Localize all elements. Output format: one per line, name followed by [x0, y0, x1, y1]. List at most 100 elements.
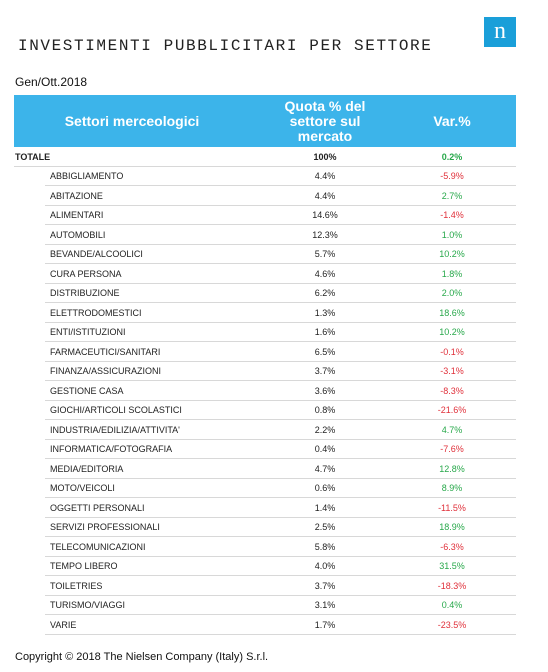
row-divider — [45, 243, 516, 245]
share: 4.4% — [314, 171, 336, 181]
sector: GESTIONE CASA — [50, 385, 124, 396]
variation: -23.5% — [437, 619, 467, 630]
row-divider — [45, 380, 516, 382]
copyright: Copyright © 2018 The Nielsen Company (It… — [15, 651, 269, 663]
share: 1.4% — [314, 502, 336, 513]
variation: -3.1% — [440, 366, 464, 377]
variation: -11.5% — [438, 502, 466, 513]
variation: 1.0% — [441, 229, 463, 240]
share: 100% — [313, 152, 337, 162]
sector: DISTRIBUZIONE — [50, 288, 120, 299]
variation: -5.9% — [440, 171, 464, 181]
title: INVESTIMENTI PUBBLICITARI PER SETTORE — [18, 37, 433, 55]
share: 14.6% — [312, 210, 338, 221]
table-row: BEVANDE/ALCOOLICI 5.7% 10.2% — [14, 245, 516, 264]
table-row: AUTOMOBILI 12.3% 1.0% — [14, 226, 516, 245]
table-row: ENTI/ISTITUZIONI 1.6% 10.2% — [14, 323, 516, 342]
row-divider — [45, 614, 516, 616]
sector: ENTI/ISTITUZIONI — [50, 327, 126, 338]
row-divider — [45, 399, 516, 401]
variation: -8.3% — [440, 385, 464, 396]
table-row: DISTRIBUZIONE 6.2% 2.0% — [14, 284, 516, 303]
share: 6.2% — [314, 288, 336, 299]
column-header: Quota % del settore sul mercato — [284, 97, 366, 144]
table-row: FINANZA/ASSICURAZIONI 3.7% -3.1% — [14, 362, 516, 381]
share: 0.6% — [314, 483, 336, 494]
variation: 8.9% — [441, 483, 463, 494]
sector: VARIE — [50, 619, 77, 630]
table-row: INFORMATICA/FOTOGRAFIA 0.4% -7.6% — [14, 440, 516, 459]
table-row: ALIMENTARI 14.6% -1.4% — [14, 206, 516, 225]
sector: ALIMENTARI — [50, 210, 104, 221]
share: 3.7% — [314, 366, 336, 377]
variation: 4.7% — [441, 424, 463, 435]
variation: 31.5% — [439, 561, 465, 572]
table-row: SERVIZI PROFESSIONALI 2.5% 18.9% — [14, 518, 516, 537]
row-divider — [45, 204, 516, 206]
row-divider — [45, 263, 516, 265]
table-row: TEMPO LIBERO 4.0% 31.5% — [14, 557, 516, 576]
row-divider — [45, 497, 516, 499]
sector: MOTO/VEICOLI — [50, 483, 115, 494]
sector: TOILETRIES — [50, 580, 103, 591]
sector: CURA PERSONA — [50, 268, 122, 279]
row-divider — [45, 302, 516, 304]
share: 4.7% — [314, 463, 336, 474]
sector: MEDIA/EDITORIA — [50, 463, 124, 474]
share: 0.8% — [314, 405, 336, 416]
row-divider — [45, 536, 516, 538]
sector: TEMPO LIBERO — [50, 561, 118, 572]
period: Gen/Ott.2018 — [15, 75, 88, 89]
row-divider — [45, 341, 516, 343]
variation: 2.0% — [441, 288, 463, 299]
variation: 1.8% — [441, 268, 463, 279]
share: 3.7% — [314, 580, 336, 591]
variation: 12.8% — [439, 463, 465, 474]
share: 2.5% — [314, 522, 336, 533]
variation: 18.6% — [439, 307, 465, 318]
share: 0.4% — [314, 444, 336, 455]
sector: TURISMO/VIAGGI — [50, 600, 126, 611]
table-row: ABBIGLIAMENTO 4.4% -5.9% — [14, 167, 516, 186]
share: 3.6% — [314, 385, 336, 396]
share: 1.3% — [314, 307, 336, 318]
table-row: GESTIONE CASA 3.6% -8.3% — [14, 382, 516, 401]
variation: -21.6% — [437, 405, 467, 416]
share: 5.8% — [314, 541, 336, 552]
sector: ABBIGLIAMENTO — [50, 171, 124, 181]
variation: -7.6% — [440, 444, 464, 455]
row-divider — [45, 360, 516, 362]
variation: 2.7% — [441, 190, 463, 201]
row-divider — [45, 477, 516, 479]
table-row: GIOCHI/ARTICOLI SCOLASTICI 0.8% -21.6% — [14, 401, 516, 420]
row-divider — [45, 185, 516, 186]
row-divider — [45, 419, 516, 421]
table-row: VARIE 1.7% -23.5% — [14, 616, 516, 635]
share: 5.7% — [314, 249, 336, 260]
row-divider — [45, 575, 516, 577]
total-row: TOTALE 100% 0.2% — [14, 148, 516, 167]
variation: 10.2% — [439, 249, 465, 260]
share: 12.3% — [312, 229, 338, 240]
row-divider — [45, 594, 516, 596]
row-divider — [45, 633, 516, 635]
sector: OGGETTI PERSONALI — [50, 502, 145, 513]
variation: 0.4% — [441, 600, 463, 611]
table-row: FARMACEUTICI/SANITARI 6.5% -0.1% — [14, 343, 516, 362]
variation: 0.2% — [441, 152, 463, 162]
sector: INFORMATICA/FOTOGRAFIA — [50, 444, 173, 455]
row-divider — [45, 555, 516, 557]
variation: 10.2% — [439, 327, 465, 338]
table-row: ELETTRODOMESTICI 1.3% 18.6% — [14, 304, 516, 323]
row-divider — [45, 321, 516, 323]
share: 4.0% — [314, 561, 336, 572]
sector: ABITAZIONE — [50, 190, 103, 201]
sector: TOTALE — [15, 152, 51, 162]
row-divider — [45, 438, 516, 440]
variation: -1.4% — [440, 210, 464, 221]
row-divider — [45, 516, 516, 518]
sector: INDUSTRIA/EDILIZIA/ATTIVITA' — [50, 424, 180, 435]
share: 1.7% — [314, 619, 336, 630]
column-header: Settori merceologici — [64, 112, 200, 129]
sector: GIOCHI/ARTICOLI SCOLASTICI — [50, 405, 182, 416]
